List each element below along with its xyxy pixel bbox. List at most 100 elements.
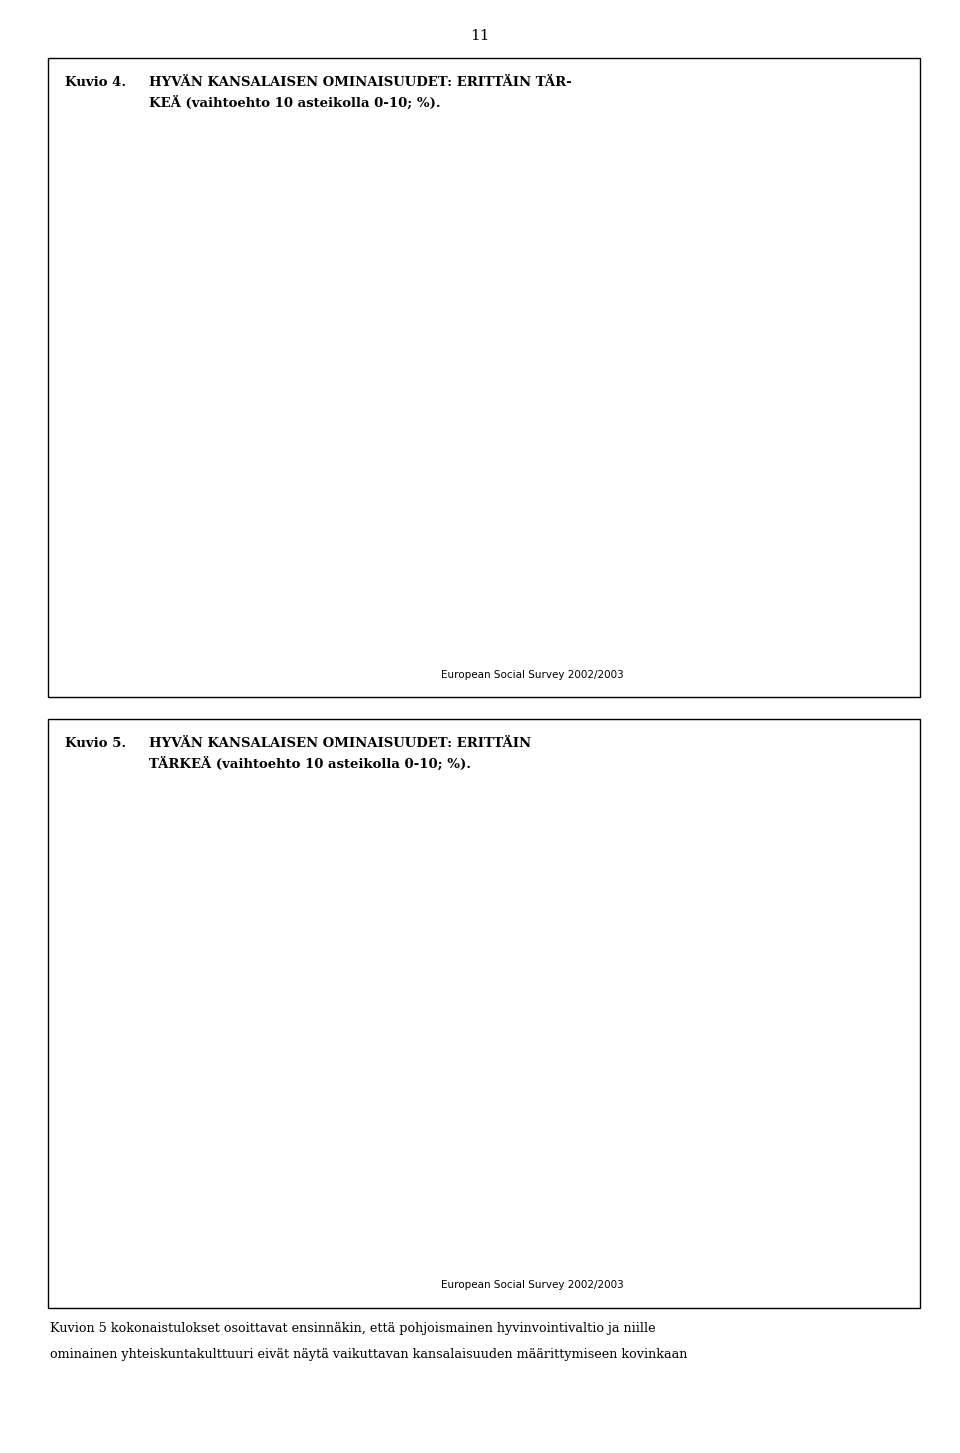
Bar [346, 346, 495, 357]
Text: 52: 52 [591, 294, 605, 304]
Text: 7: 7 [381, 1135, 388, 1145]
FancyBboxPatch shape [780, 92, 894, 196]
Bar [346, 493, 365, 504]
Text: 2: 2 [358, 616, 365, 626]
Text: 31: 31 [493, 910, 507, 920]
Text: ominainen yhteiskuntakulttuuri eivät näytä vaikuttavan kansalaisuuden määrittymi: ominainen yhteiskuntakulttuuri eivät näy… [50, 1348, 687, 1361]
FancyBboxPatch shape [760, 317, 801, 347]
Text: 4: 4 [367, 507, 373, 517]
Bar [346, 1058, 435, 1072]
Bar [346, 331, 481, 343]
Bar [346, 600, 355, 613]
Text: ESS-MAAT: ESS-MAAT [753, 1084, 808, 1094]
Text: 35: 35 [513, 835, 525, 846]
Bar [346, 453, 551, 466]
Bar [346, 572, 350, 586]
Text: Muodostaa omat mielipiteet muista riippum.: Muodostaa omat mielipiteet muista riippu… [88, 843, 337, 853]
Text: 35: 35 [513, 440, 525, 450]
Text: 2: 2 [358, 587, 365, 597]
Text: NORJA: NORJA [809, 436, 845, 446]
Bar [346, 185, 439, 196]
Text: 2: 2 [358, 1225, 365, 1235]
Bar [346, 908, 491, 923]
Text: Noudattaa aina lakeja ja sääntöjä: Noudattaa aina lakeja ja sääntöjä [150, 353, 337, 363]
Bar [346, 924, 533, 937]
Text: 42: 42 [545, 851, 558, 862]
Text: Kuvio 4.: Kuvio 4. [65, 76, 127, 89]
Text: Noudattaa aina lakeja ja sääntöjä: Noudattaa aina lakeja ja sääntöjä [150, 992, 337, 1003]
FancyBboxPatch shape [752, 291, 896, 523]
Text: Olla poliittisesti aktiivinen: Olla poliittisesti aktiivinen [193, 1218, 337, 1228]
Text: 20: 20 [442, 1075, 455, 1085]
Bar [346, 520, 365, 532]
Text: 31: 31 [493, 1001, 507, 1011]
Bar [346, 251, 468, 263]
Text: 19: 19 [438, 171, 450, 182]
Bar [346, 373, 510, 385]
Text: Äänestää vaaleissa: Äänestää vaaleissa [229, 273, 337, 283]
Text: KEÄ (vaihtoehto 10 asteikolla 0-10; %).: KEÄ (vaihtoehto 10 asteikolla 0-10; %). [149, 96, 441, 110]
Bar [346, 587, 355, 599]
Bar [346, 615, 355, 626]
Text: 5: 5 [372, 535, 378, 545]
Bar [346, 849, 542, 863]
Bar [346, 279, 500, 291]
Text: 50: 50 [583, 427, 595, 437]
Text: RUOTSI: RUOTSI [809, 382, 851, 392]
Text: 32: 32 [498, 346, 512, 356]
Bar [346, 198, 439, 211]
Text: 20: 20 [442, 199, 455, 209]
Text: 19: 19 [438, 1059, 450, 1069]
FancyBboxPatch shape [760, 372, 801, 402]
Text: European Social Survey 2002/2003: European Social Survey 2002/2003 [442, 670, 624, 680]
Bar [346, 359, 468, 372]
Text: Tukea itseään heikomm. asemassa olevia: Tukea itseään heikomm. asemassa olevia [106, 1068, 337, 1078]
FancyBboxPatch shape [711, 1072, 745, 1104]
Text: HYVÄN KANSALAISEN OMINAISUUDET: ERITTÄIN TÄR-: HYVÄN KANSALAISEN OMINAISUUDET: ERITTÄIN… [149, 76, 571, 89]
Text: TANSKA: TANSKA [809, 490, 852, 500]
Bar [346, 506, 365, 519]
Text: HYVÄN KANSALAISEN OMINAISUUDET: ERITTÄIN: HYVÄN KANSALAISEN OMINAISUUDET: ERITTÄIN [149, 737, 531, 750]
Bar [346, 1207, 360, 1222]
Text: 4: 4 [367, 1151, 373, 1161]
Text: Kuvio 5.: Kuvio 5. [65, 737, 127, 750]
Text: Osallistua vapaaehtoisjärjestöjen toimintaan: Osallistua vapaaehtoisjärjestöjen toimin… [88, 1142, 337, 1152]
Bar [346, 535, 369, 546]
Text: 20: 20 [442, 186, 455, 196]
Bar [346, 1132, 378, 1146]
Text: Osallistua vapaaehtoisjärjestöjen toimintaan: Osallistua vapaaehtoisjärjestöjen toimin… [88, 514, 337, 525]
Bar [346, 170, 435, 183]
Bar [346, 998, 491, 1013]
Text: 45: 45 [559, 266, 572, 276]
Text: Äänestää vaaleissa: Äänestää vaaleissa [229, 918, 337, 928]
Text: POHJOISMAAT: POHJOISMAAT [753, 1164, 829, 1174]
Text: 33: 33 [503, 280, 516, 291]
Text: 2: 2 [358, 602, 365, 612]
Bar [346, 426, 580, 437]
Text: IMPSPPL-
IMPAPOL
[var339-344]: IMPSPPL- IMPAPOL [var339-344] [803, 786, 872, 824]
Text: 1: 1 [353, 574, 360, 584]
Text: 31: 31 [493, 985, 507, 995]
Bar [346, 1074, 439, 1087]
Bar [346, 1148, 365, 1162]
Text: Tukea itseään heikomm. asemassa olevia: Tukea itseään heikomm. asemassa olevia [106, 192, 337, 202]
Text: SUOMI: SUOMI [809, 327, 846, 337]
Bar [346, 1223, 355, 1237]
Bar [346, 833, 510, 847]
Text: 22: 22 [451, 214, 465, 224]
Text: Muodostaa omat mielipiteet muista riippum.: Muodostaa omat mielipiteet muista riippu… [88, 434, 337, 443]
Text: 40: 40 [536, 926, 549, 936]
Text: 11: 11 [470, 29, 490, 44]
Bar [346, 982, 491, 997]
Text: Olla poliittisesti aktiivinen: Olla poliittisesti aktiivinen [193, 594, 337, 604]
Text: 26: 26 [470, 360, 483, 371]
Text: 26: 26 [470, 251, 483, 262]
Bar [346, 440, 510, 452]
FancyBboxPatch shape [704, 1049, 891, 1209]
Text: 4: 4 [367, 493, 373, 503]
Bar [346, 264, 556, 278]
Text: TÄRKEÄ (vaihtoehto 10 asteikolla 0-10; %).: TÄRKEÄ (vaihtoehto 10 asteikolla 0-10; %… [149, 757, 470, 772]
Text: 29: 29 [484, 333, 497, 343]
Text: IMPSPPL-
IMPAPOL
[var339-344]: IMPSPPL- IMPAPOL [var339-344] [803, 125, 872, 163]
Text: Kuvion 5 kokonaistulokset osoittavat ensinnäkin, että pohjoismainen hyvinvointiv: Kuvion 5 kokonaistulokset osoittavat ens… [50, 1322, 656, 1335]
